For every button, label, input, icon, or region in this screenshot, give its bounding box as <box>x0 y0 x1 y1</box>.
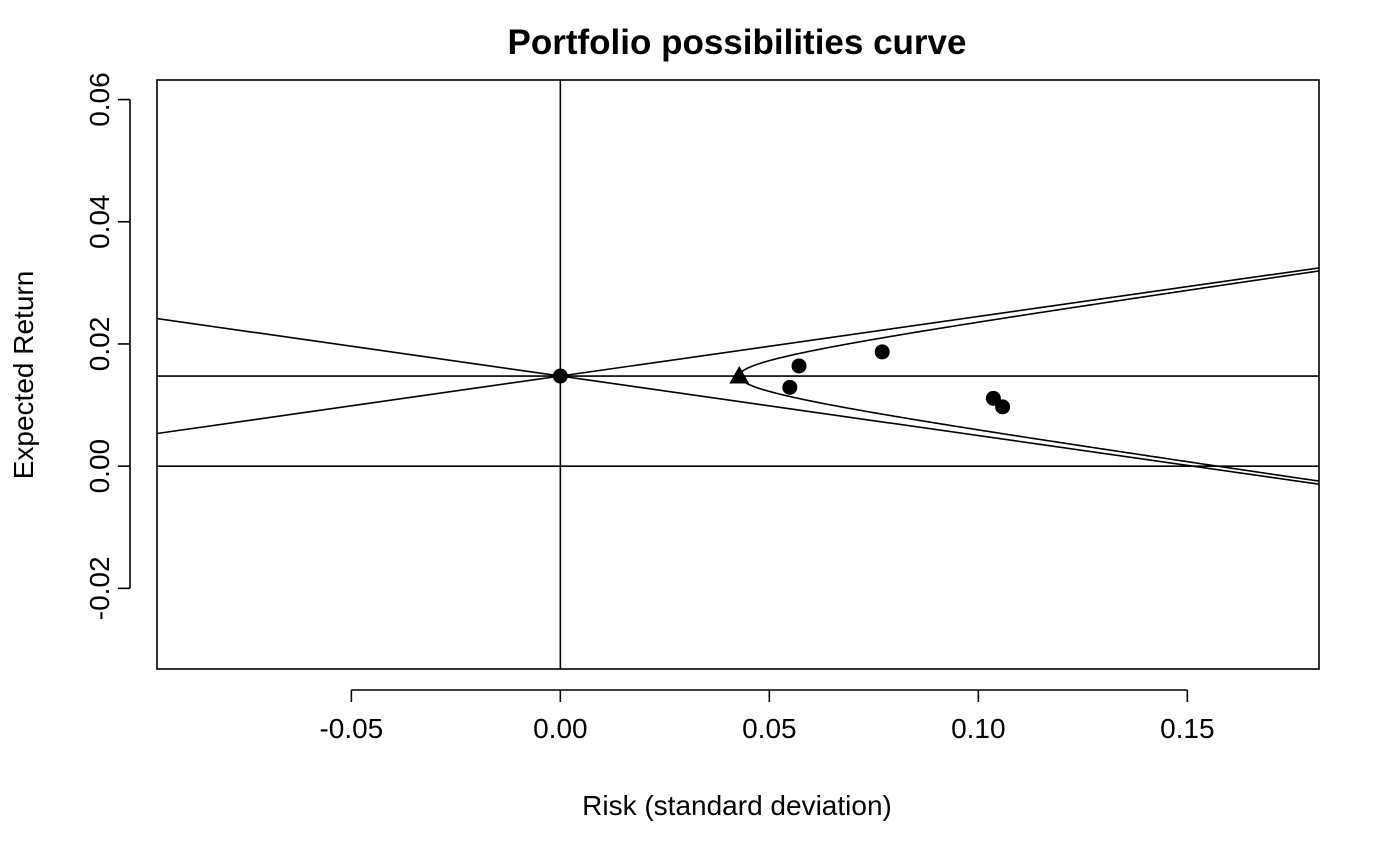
y-tick-label-4: 0.06 <box>84 72 115 127</box>
y-tick-label-3: 0.04 <box>84 195 115 250</box>
y-tick-label-1: 0.00 <box>84 439 115 494</box>
data-point-1 <box>782 379 798 395</box>
plot-frame <box>156 79 1320 670</box>
triangle-point-0 <box>729 366 750 384</box>
plot-area <box>157 80 1319 669</box>
x-tick-label-4: 0.15 <box>1160 713 1215 744</box>
y-tick-label-2: 0.02 <box>84 317 115 372</box>
y-axis: -0.02 0.00 0.02 0.04 0.06 <box>84 72 131 620</box>
x-tick-label-2: 0.05 <box>742 713 797 744</box>
data-point-5 <box>995 399 1011 415</box>
x-tick-label-1: 0.00 <box>533 713 588 744</box>
y-axis-label: Expected Return <box>8 271 39 480</box>
x-axis-label: Risk (standard deviation) <box>582 790 892 821</box>
y-tick-label-0: -0.02 <box>84 556 115 620</box>
asymptote-line-0 <box>157 267 1319 435</box>
data-point-0 <box>552 368 568 384</box>
chart-title: Portfolio possibilities curve <box>508 23 967 62</box>
asymptote-line-1 <box>157 317 1319 485</box>
x-tick-label-3: 0.10 <box>951 713 1006 744</box>
data-point-3 <box>874 344 890 360</box>
x-tick-label-0: -0.05 <box>319 713 383 744</box>
data-point-2 <box>791 358 807 374</box>
x-axis: -0.05 0.00 0.05 0.10 0.15 <box>319 689 1215 744</box>
